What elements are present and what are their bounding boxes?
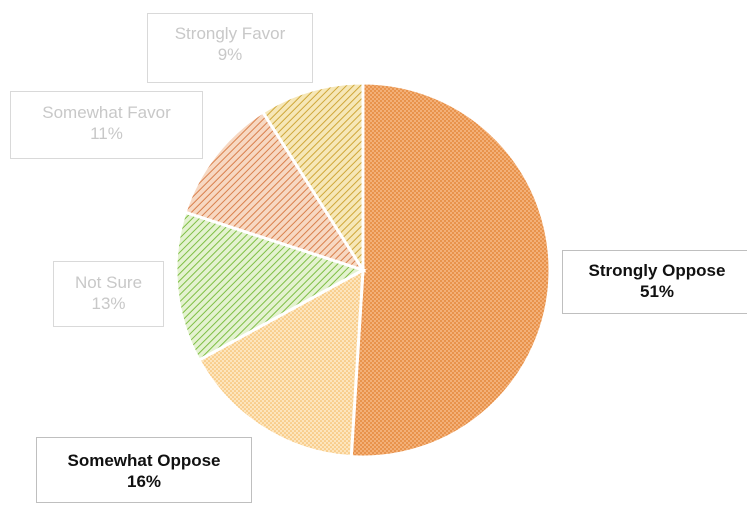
slice-label-value: 9%: [217, 45, 243, 64]
slice-label-strongly-oppose: Strongly Oppose 51%: [562, 250, 747, 314]
slice-label-name: Not Sure: [74, 273, 143, 292]
slice-label-value: 16%: [126, 472, 162, 491]
pie-slices: [174, 81, 552, 459]
slice-label-somewhat-favor: Somewhat Favor 11%: [10, 91, 203, 159]
slice-label-not-sure: Not Sure 13%: [53, 261, 164, 327]
slice-label-value: 11%: [90, 124, 123, 143]
slice-somewhat-favor: [183, 110, 367, 273]
slice-not-sure: [174, 210, 367, 363]
slice-label-name: Somewhat Oppose: [67, 451, 221, 470]
slice-label-name: Somewhat Favor: [42, 103, 171, 122]
slice-strongly-oppose: [349, 81, 552, 459]
slice-label-somewhat-oppose: Somewhat Oppose 16%: [36, 437, 252, 503]
slice-label-name: Strongly Favor: [174, 24, 286, 43]
slice-label-strongly-favor: Strongly Favor 9%: [147, 13, 313, 83]
slice-somewhat-oppose: [197, 267, 365, 459]
slice-label-value: 13%: [91, 294, 126, 313]
slice-strongly-favor: [260, 81, 365, 276]
slice-label-value: 51%: [639, 282, 675, 301]
slice-label-name: Strongly Oppose: [588, 261, 726, 280]
